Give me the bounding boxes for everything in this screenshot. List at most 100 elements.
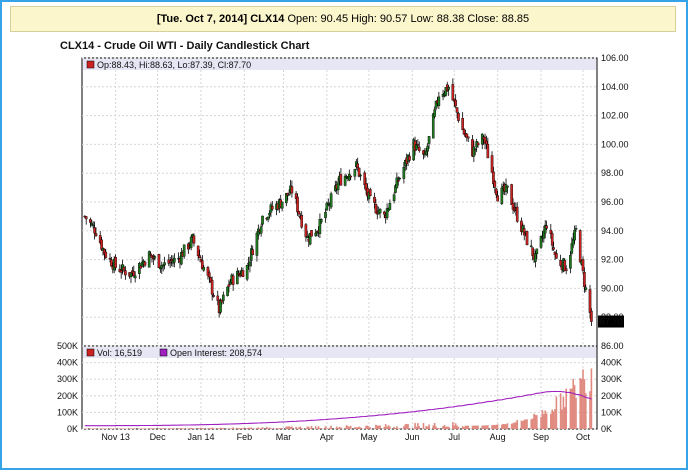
x-tick-label: Jan 14 [187, 432, 214, 442]
volume-bar [354, 427, 356, 429]
volume-bar [494, 425, 496, 429]
volume-bar [424, 428, 426, 429]
volume-bar [123, 428, 125, 429]
candle-body [143, 261, 147, 266]
candle-body [473, 148, 477, 151]
close-value: 88.85 [501, 13, 530, 25]
candle-body [255, 232, 259, 256]
candle-body [129, 272, 133, 277]
candle-body [368, 189, 372, 197]
candle-body [231, 275, 235, 285]
candle-body [306, 236, 309, 238]
candle-body [147, 251, 151, 268]
volume-bar [172, 428, 174, 429]
volume-bar [534, 414, 537, 429]
candle-body [100, 239, 103, 250]
volume-bar [452, 422, 454, 429]
volume-bar [393, 426, 395, 429]
volume-bar [417, 423, 419, 429]
volume-bar [163, 428, 166, 429]
candle-body [114, 256, 117, 268]
candle-body [465, 133, 469, 138]
chart-title: CLX14 - Crude Oil WTI - Daily Candlestic… [60, 40, 310, 52]
volume-bar [246, 428, 248, 429]
candle-body [382, 211, 386, 215]
volume-bar [151, 428, 153, 429]
volume-bar [516, 419, 519, 429]
oi-legend-swatch [159, 348, 168, 357]
price-tick-label: 96.00 [601, 197, 624, 207]
volume-bar [461, 426, 464, 429]
candle-body [108, 257, 112, 260]
volume-bar [198, 428, 201, 429]
volume-bar [445, 426, 447, 429]
volume-bar [505, 424, 507, 429]
x-tick-label: Nov 13 [101, 432, 130, 442]
volume-bar [572, 378, 575, 429]
candle-body [492, 171, 495, 185]
candle-body [402, 166, 406, 179]
volume-bar [102, 428, 104, 429]
volume-bar [232, 427, 234, 429]
volume-bar [533, 413, 535, 429]
candle-body [485, 140, 488, 145]
volume-bar [436, 428, 439, 429]
volume-bar [384, 424, 387, 429]
candle-body [300, 214, 304, 228]
volume-bar [265, 426, 268, 429]
volume-bar [202, 428, 205, 429]
volume-bar [356, 427, 359, 429]
candle-body [226, 286, 229, 296]
volume-bar [169, 428, 171, 429]
volume-bar [103, 428, 106, 429]
volume-bar [585, 393, 587, 429]
volume-legend-text: Vol: 16,519 [97, 348, 142, 358]
candle-body [392, 194, 396, 201]
candle-body [395, 177, 399, 189]
candle-body [93, 227, 96, 234]
candle-body [529, 245, 533, 248]
volume-bar [555, 396, 558, 429]
volume-bar [550, 413, 552, 429]
volume-bar [366, 425, 369, 429]
candle-body [431, 113, 435, 139]
candle-body [574, 228, 578, 230]
volume-bar [249, 427, 251, 429]
volume-bar [433, 422, 436, 429]
volume-bar [242, 427, 244, 429]
volume-bar [471, 425, 474, 429]
volume-bar [281, 427, 283, 429]
candle-body [451, 84, 455, 101]
volume-bar [531, 418, 534, 429]
price-tick-label: 98.00 [601, 168, 624, 178]
volume-bar [132, 428, 135, 429]
volume-bar [523, 419, 526, 429]
volume-bar [200, 427, 202, 429]
low-label: Low: [410, 13, 434, 25]
volume-bar [291, 426, 293, 429]
volume-bar [218, 428, 220, 429]
volume-bar [229, 428, 232, 429]
candle-body [385, 208, 389, 218]
candle-body [345, 176, 348, 178]
volume-bar [583, 379, 586, 429]
candle-body [549, 229, 553, 234]
volume-bar [464, 425, 467, 429]
volume-bar [524, 419, 527, 429]
candle-body [304, 224, 308, 238]
volume-bar [111, 428, 114, 429]
volume-bar [358, 426, 360, 429]
volume-bar [552, 411, 555, 429]
volume-bar [314, 426, 317, 429]
x-tick-label: Feb [237, 432, 253, 442]
volume-bar [375, 424, 377, 429]
volume-bar [230, 428, 233, 429]
volume-bar [403, 426, 405, 429]
x-tick-label: Jun [405, 432, 420, 442]
candle-body [433, 109, 436, 117]
candle-body [476, 142, 480, 146]
candle-body [472, 146, 476, 157]
price-legend-swatch [86, 60, 95, 69]
candle-body [90, 223, 94, 226]
volume-bar [551, 409, 554, 429]
